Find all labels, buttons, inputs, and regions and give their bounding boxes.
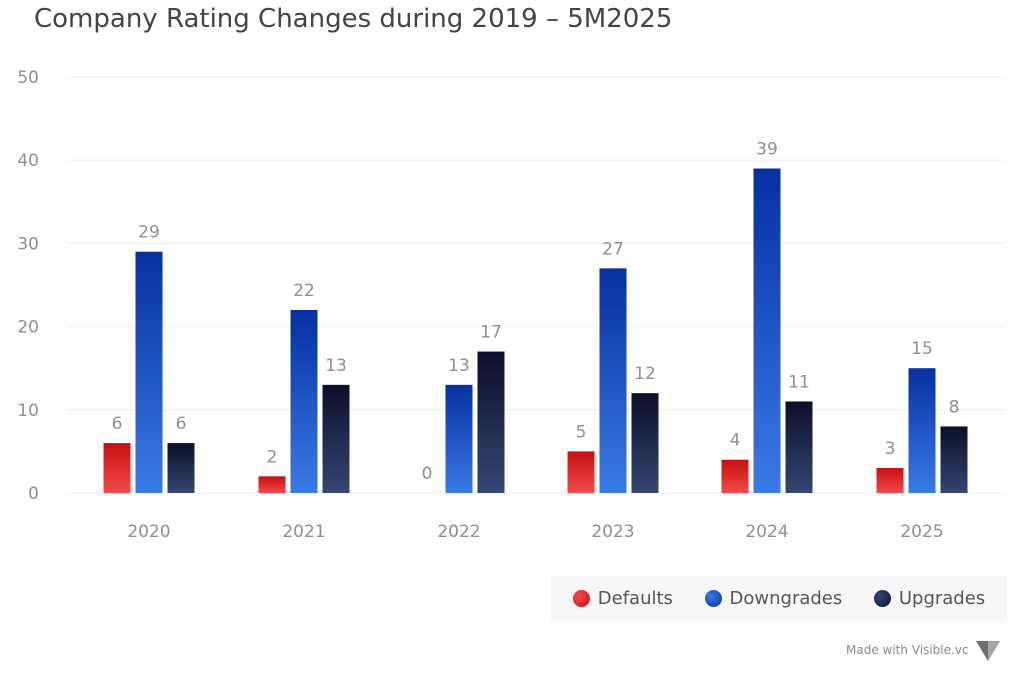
x-tick-label: 2021 bbox=[282, 522, 325, 542]
legend-label-upgrades: Upgrades bbox=[898, 588, 986, 609]
x-tick-label: 2023 bbox=[591, 522, 634, 542]
x-tick-label: 2022 bbox=[437, 522, 480, 542]
chart-title: Company Rating Changes during 2019 – 5M2… bbox=[34, 4, 673, 34]
legend-item-defaults[interactable]: Defaults bbox=[572, 588, 673, 609]
bar-defaults bbox=[567, 451, 595, 493]
y-tick-label: 10 bbox=[17, 401, 39, 421]
data-label-upgrades: 11 bbox=[788, 372, 810, 392]
legend-swatch-defaults bbox=[572, 590, 590, 607]
data-label-defaults: 2 bbox=[267, 447, 278, 467]
data-label-downgrades: 39 bbox=[756, 140, 778, 160]
bar-downgrades bbox=[445, 384, 473, 493]
data-label-defaults: 6 bbox=[112, 414, 123, 434]
bar-defaults bbox=[258, 476, 286, 493]
legend-item-upgrades[interactable]: Upgrades bbox=[873, 588, 986, 609]
bar-upgrades bbox=[477, 351, 505, 493]
x-tick-label: 2025 bbox=[900, 522, 943, 542]
bar-defaults bbox=[721, 459, 749, 493]
legend-swatch-downgrades bbox=[704, 590, 722, 607]
legend-label-downgrades: Downgrades bbox=[729, 588, 843, 609]
bar-downgrades bbox=[290, 309, 318, 493]
bar-defaults bbox=[103, 443, 131, 493]
bar-downgrades bbox=[135, 251, 163, 493]
credit-text[interactable]: Made with Visible.vc bbox=[846, 643, 969, 657]
data-label-defaults: 4 bbox=[730, 431, 741, 451]
data-label-defaults: 0 bbox=[422, 464, 433, 484]
bar-downgrades bbox=[908, 368, 936, 493]
legend-label-defaults: Defaults bbox=[597, 588, 673, 609]
y-tick-label: 20 bbox=[17, 318, 39, 338]
data-label-downgrades: 13 bbox=[448, 356, 470, 376]
y-tick-label: 0 bbox=[28, 484, 39, 504]
bar-defaults bbox=[876, 468, 904, 493]
x-tick-label: 2024 bbox=[745, 522, 788, 542]
x-tick-label: 2020 bbox=[127, 522, 170, 542]
data-label-upgrades: 6 bbox=[176, 414, 187, 434]
bar-upgrades bbox=[940, 426, 968, 493]
legend-swatch-upgrades bbox=[873, 590, 891, 607]
bar-upgrades bbox=[167, 443, 195, 493]
data-label-upgrades: 12 bbox=[634, 364, 656, 384]
data-label-upgrades: 17 bbox=[480, 323, 502, 343]
data-label-downgrades: 27 bbox=[602, 239, 624, 259]
y-tick-label: 40 bbox=[17, 151, 39, 171]
bar-downgrades bbox=[753, 168, 781, 493]
data-label-defaults: 5 bbox=[576, 422, 587, 442]
y-tick-label: 30 bbox=[17, 234, 39, 254]
legend-item-downgrades[interactable]: Downgrades bbox=[704, 588, 843, 609]
bar-upgrades bbox=[322, 384, 350, 493]
bar-upgrades bbox=[631, 393, 659, 493]
legend: Defaults Downgrades Upgrades bbox=[551, 576, 1007, 621]
bar-downgrades bbox=[599, 268, 627, 493]
data-label-defaults: 3 bbox=[885, 439, 896, 459]
y-tick-label: 50 bbox=[17, 68, 39, 88]
data-label-downgrades: 15 bbox=[911, 339, 933, 359]
visible-logo-icon[interactable] bbox=[975, 640, 1001, 662]
data-label-downgrades: 22 bbox=[293, 281, 315, 301]
data-label-downgrades: 29 bbox=[138, 223, 160, 243]
bar-upgrades bbox=[785, 401, 813, 493]
data-label-upgrades: 8 bbox=[949, 397, 960, 417]
data-label-upgrades: 13 bbox=[325, 356, 347, 376]
